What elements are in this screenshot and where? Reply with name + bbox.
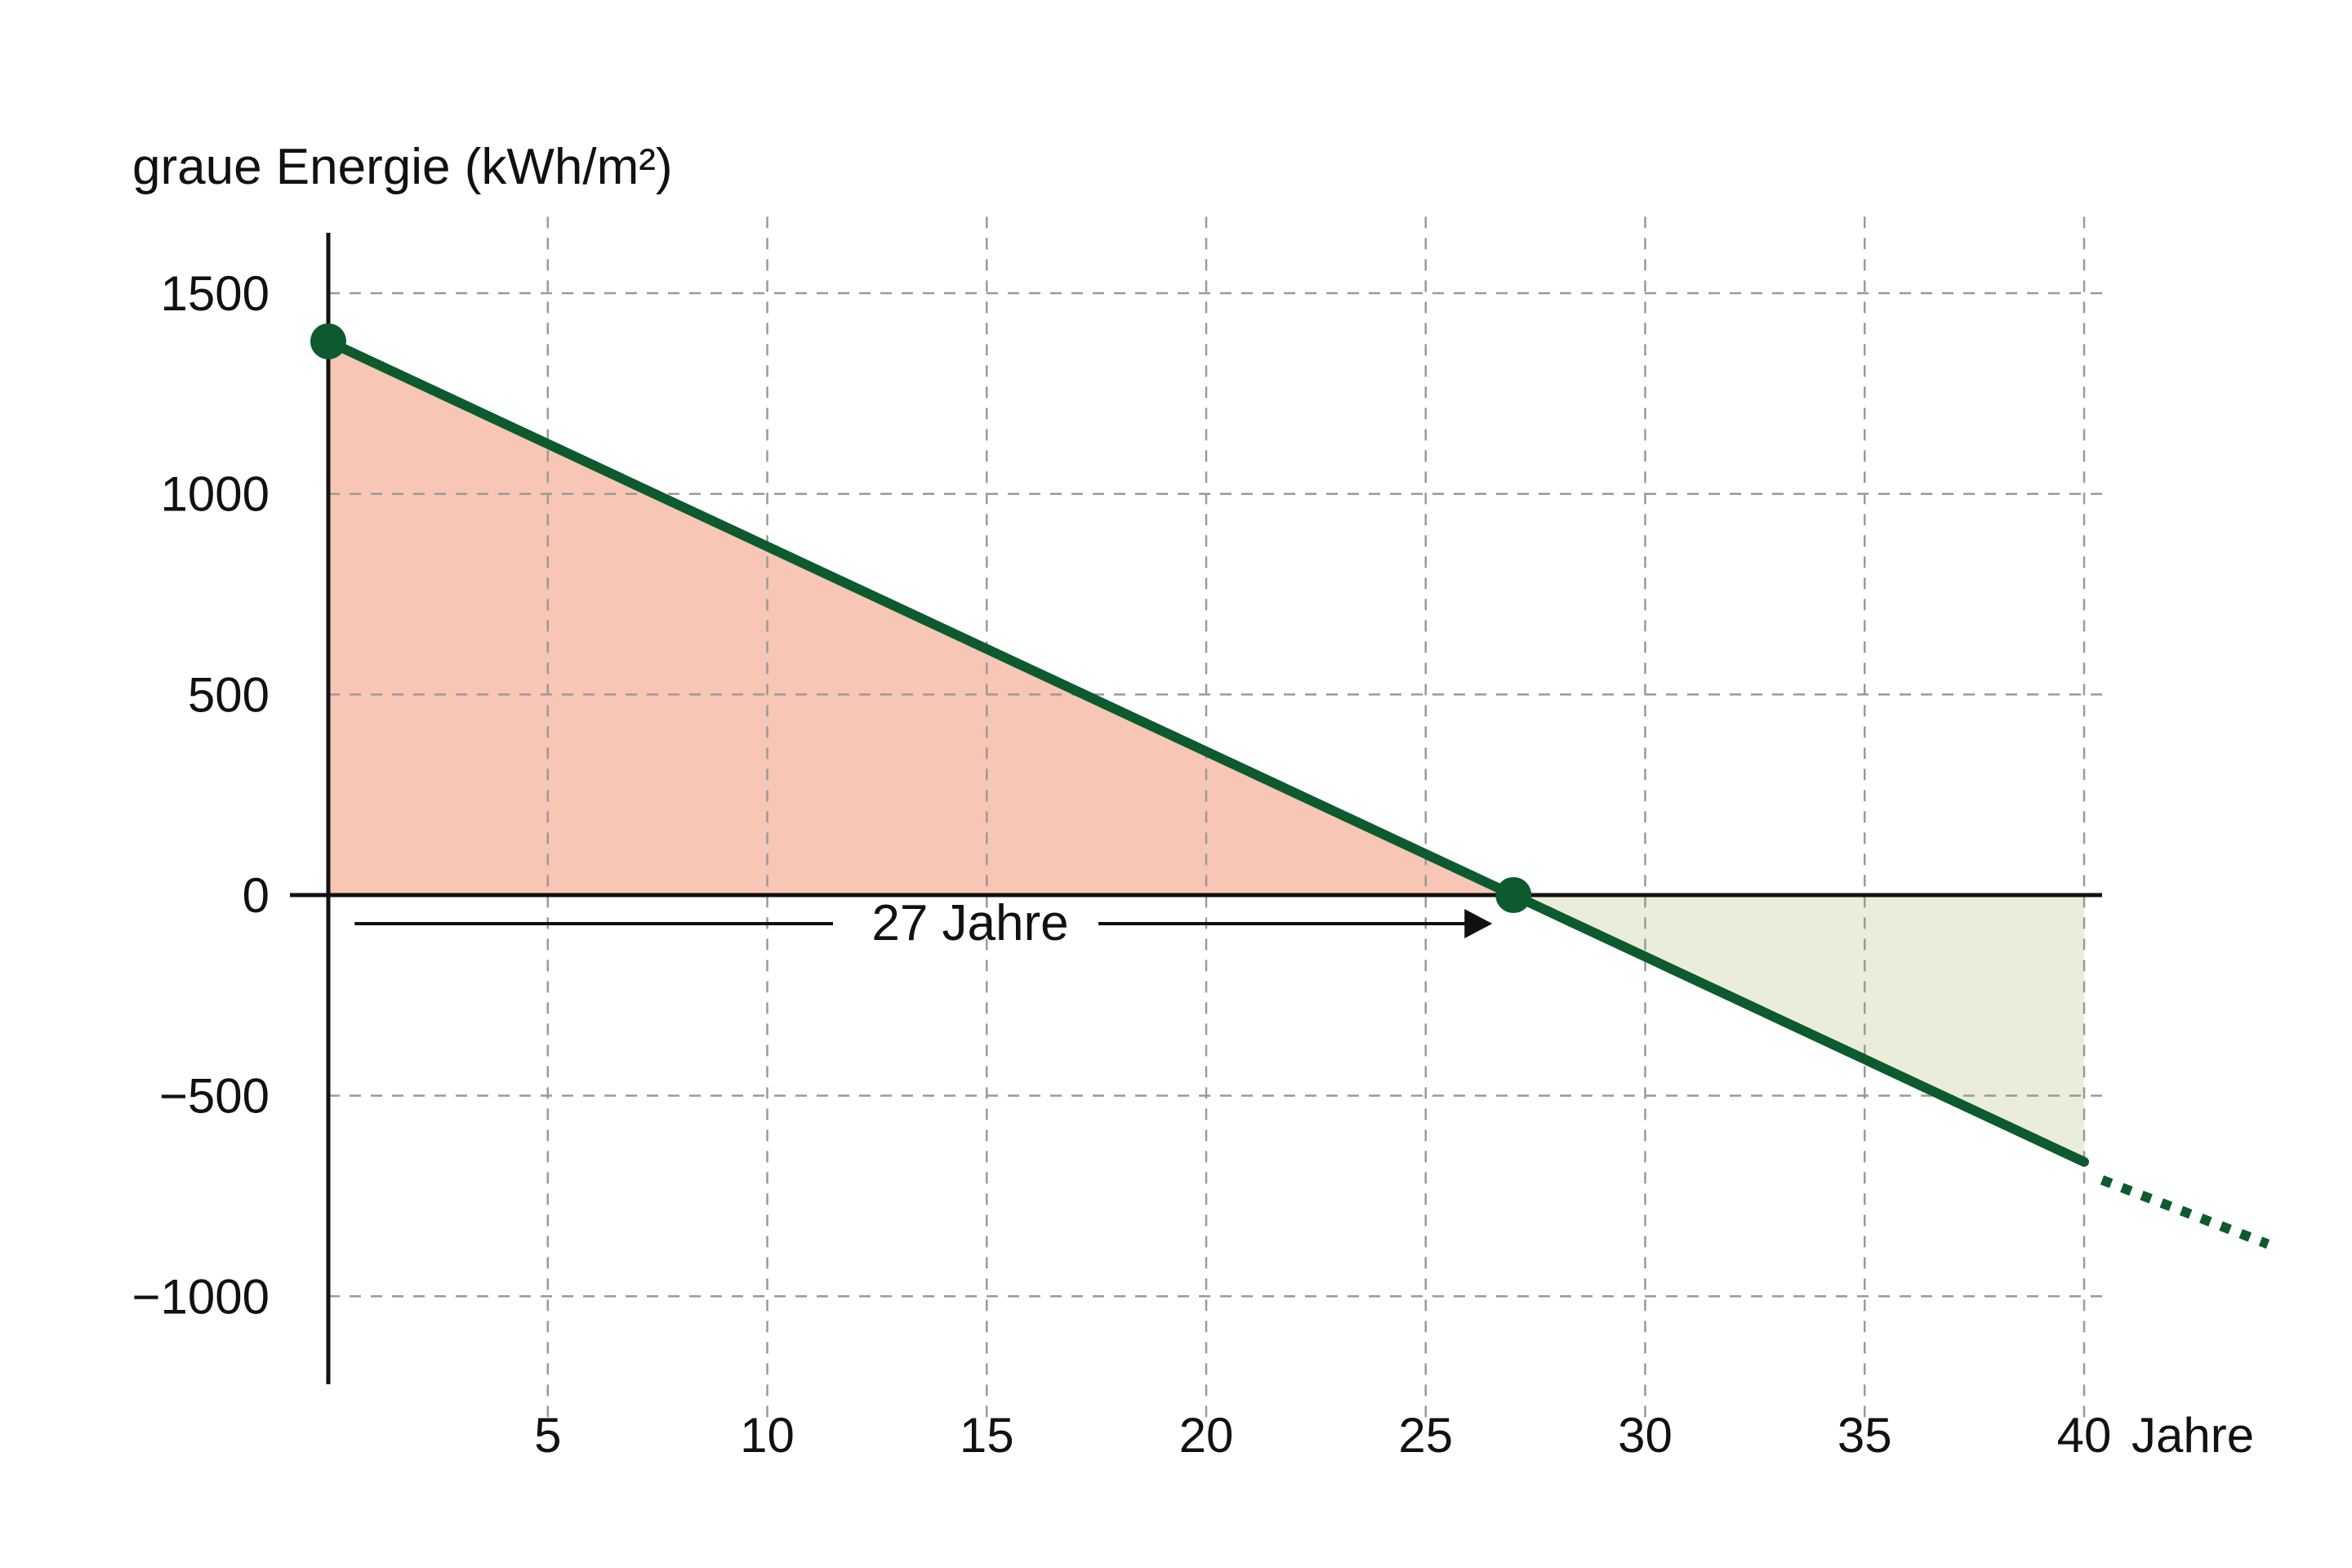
labels: graue Energie (kWh/m²) 5 10 15 20 25 30 35 40 Ja… — [131, 139, 2254, 1463]
x-axis-label: Jahre — [2132, 1408, 2254, 1463]
annotation-label: 27 Jahre — [871, 895, 1068, 951]
x-tick-label: 25 — [1398, 1408, 1453, 1463]
x-tick-label: 15 — [960, 1408, 1014, 1463]
y-tick-label: −1000 — [131, 1269, 270, 1324]
axes — [290, 233, 2102, 1384]
series-extrapolation — [2100, 1175, 2270, 1250]
y-tick-label: −500 — [159, 1069, 270, 1124]
gridlines — [328, 216, 2102, 1426]
x-tick-label: 20 — [1179, 1408, 1234, 1463]
annotations: 27 Jahre — [354, 895, 1493, 951]
annotation-arrowhead — [1464, 909, 1493, 938]
y-tick-label: 1500 — [161, 266, 270, 321]
x-tick-label: 5 — [534, 1408, 561, 1463]
y-tick-label: 500 — [188, 667, 270, 722]
series — [310, 323, 2270, 1250]
x-tick-label: 10 — [740, 1408, 795, 1463]
x-tick-label: 35 — [1838, 1408, 1892, 1463]
y-tick-label: 0 — [243, 868, 270, 923]
y-tick-label: 1000 — [161, 467, 270, 522]
x-tick-label: 40 — [2057, 1408, 2112, 1463]
data-point — [310, 323, 346, 360]
x-tick-label: 30 — [1618, 1408, 1673, 1463]
y-axis-label: graue Energie (kWh/m²) — [132, 139, 673, 195]
data-point — [1495, 877, 1532, 913]
